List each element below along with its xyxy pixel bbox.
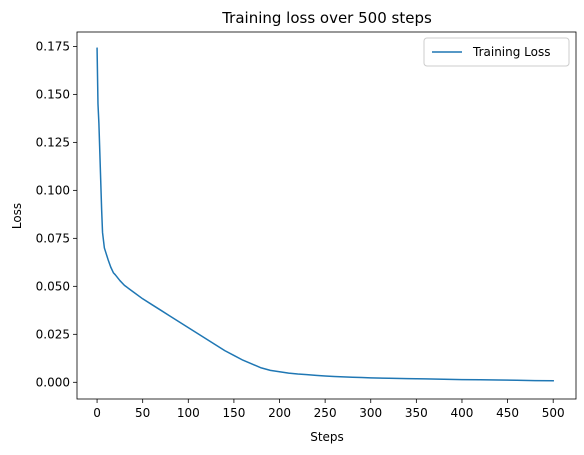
y-tick-label: 0.000 (36, 375, 70, 389)
chart-title: Training loss over 500 steps (221, 9, 432, 27)
x-tick-label: 400 (451, 406, 474, 420)
x-axis-ticks: 0 50 100 150 200 250 300 350 400 450 500 (93, 399, 565, 420)
y-tick-label: 0.100 (36, 183, 70, 197)
y-axis-label: Loss (10, 203, 24, 229)
x-tick-label: 250 (314, 406, 337, 420)
y-tick-label: 0.175 (36, 39, 70, 53)
x-tick-label: 300 (359, 406, 382, 420)
y-tick-label: 0.075 (36, 231, 70, 245)
x-tick-label: 200 (268, 406, 291, 420)
x-tick-label: 150 (222, 406, 245, 420)
legend: Training Loss (423, 37, 570, 67)
x-tick-label: 350 (405, 406, 428, 420)
y-tick-label: 0.050 (36, 279, 70, 293)
training-loss-line (96, 47, 554, 382)
legend-box (423, 37, 570, 67)
y-tick-label: 0.125 (36, 135, 70, 149)
x-tick-label: 50 (135, 406, 150, 420)
y-axis-ticks: 0.000 0.025 0.050 0.075 0.100 0.125 0.150 0.175 (36, 39, 77, 389)
x-tick-label: 500 (542, 406, 565, 420)
legend-label: Training Loss (472, 45, 550, 59)
x-axis-label: Steps (310, 430, 344, 444)
plot-frame (76, 31, 577, 400)
x-tick-label: 100 (177, 406, 200, 420)
x-tick-label: 0 (93, 406, 101, 420)
y-tick-label: 0.150 (36, 87, 70, 101)
x-tick-label: 450 (496, 406, 519, 420)
y-tick-label: 0.025 (36, 327, 70, 341)
